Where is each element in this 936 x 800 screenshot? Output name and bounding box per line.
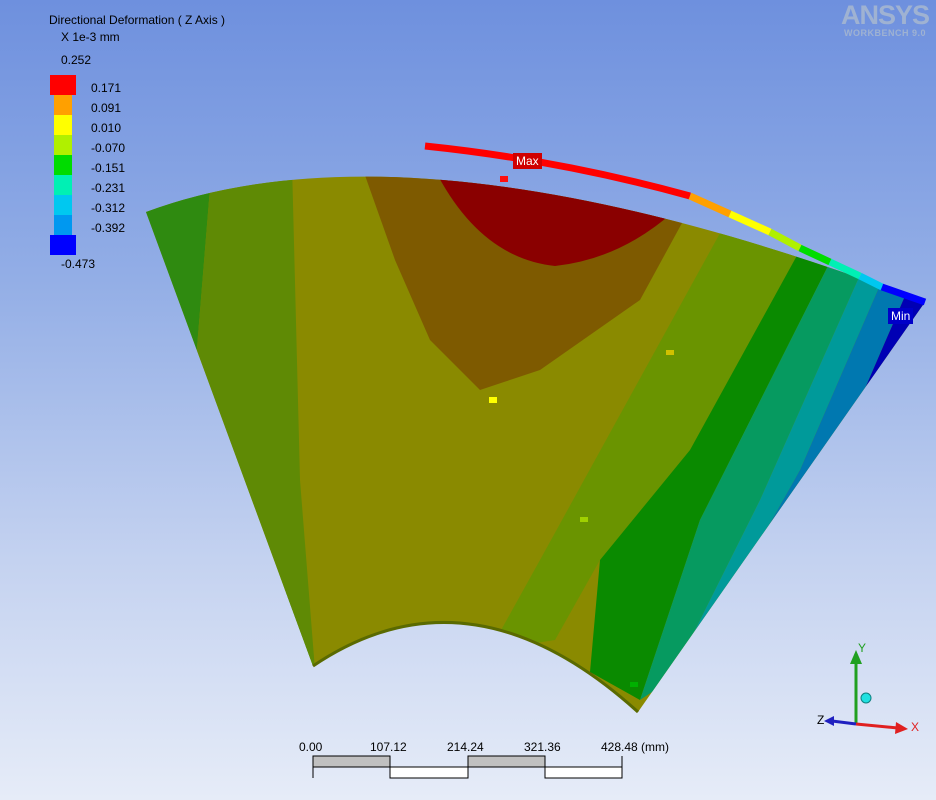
top-edge-aqua — [828, 258, 862, 280]
top-edge-lime — [768, 228, 802, 252]
legend-color-bar[interactable] — [50, 75, 76, 255]
probe-markers — [489, 176, 674, 687]
legend-label: -0.070 — [91, 141, 126, 155]
probe-marker — [500, 176, 508, 182]
legend-color-swatch — [54, 215, 72, 235]
legend-label: 0.010 — [91, 121, 122, 135]
contour-band-teal — [640, 262, 860, 700]
scale-tick-label: 321.36 — [524, 740, 561, 754]
x-axis-line — [855, 722, 899, 730]
top-edge-orange — [688, 192, 732, 218]
triad-origin-icon — [860, 692, 872, 704]
probe-marker — [489, 397, 497, 403]
legend-color-swatch — [54, 175, 72, 195]
y-axis-arrow-icon — [850, 650, 862, 664]
scale-tick-label: 214.24 — [447, 740, 484, 754]
contour-band-cyan — [670, 275, 880, 680]
legend-color-swatch — [54, 135, 72, 155]
legend-max-value: 0.252 — [61, 53, 92, 67]
deformed-sector-body[interactable] — [140, 142, 930, 715]
legend-label: 0.171 — [91, 81, 122, 95]
scale-tick-label: 428.48 (mm) — [601, 740, 670, 754]
top-edge-yellow — [728, 210, 772, 236]
legend-color-swatch — [54, 115, 72, 135]
probe-marker — [630, 682, 638, 687]
triad-x-label: X — [911, 720, 920, 734]
legend-min-value: -0.473 — [61, 257, 96, 271]
legend-color-swatch — [54, 95, 72, 115]
triad-z-label: Z — [817, 713, 825, 727]
probe-marker — [580, 517, 588, 522]
top-edge-blue — [880, 283, 927, 306]
top-edge-red — [424, 142, 691, 200]
bottom-edge — [312, 620, 640, 714]
top-edge-cyan — [858, 272, 884, 291]
contour-band-olive-left — [196, 176, 315, 680]
logo-sub-text: WORKBENCH 9.0 — [843, 28, 926, 38]
legend-color-swatch — [54, 155, 72, 175]
max-probe-label[interactable]: Max — [513, 153, 542, 169]
contour-band-green — [590, 250, 830, 700]
ansys-logo: ANSYS WORKBENCH 9.0 — [839, 2, 931, 38]
logo-main-text: ANSYS — [840, 0, 930, 30]
legend-color-swatch — [50, 75, 76, 95]
contour-band-yellow-green — [490, 215, 800, 650]
scale-tick-label: 0.00 — [299, 740, 323, 754]
legend-label: -0.392 — [91, 221, 126, 235]
legend-color-swatch — [54, 195, 72, 215]
top-edge-green — [798, 244, 832, 266]
legend-color-swatch — [50, 235, 76, 255]
axis-triad[interactable] — [812, 640, 932, 740]
min-probe-label[interactable]: Min — [888, 308, 914, 324]
legend-label: -0.151 — [91, 161, 126, 175]
z-axis-line — [831, 719, 857, 726]
legend-units: X 1e-3 mm — [61, 30, 120, 44]
scale-tick-label: 107.12 — [370, 740, 407, 754]
triad-y-label: Y — [858, 641, 867, 655]
scale-bar — [312, 755, 623, 779]
legend-title: Directional Deformation ( Z Axis ) — [49, 13, 226, 27]
legend-label: -0.312 — [91, 201, 126, 215]
probe-marker — [666, 350, 674, 355]
z-axis-arrow-icon — [824, 716, 834, 726]
x-axis-arrow-icon — [895, 722, 908, 734]
legend-label: -0.231 — [91, 181, 126, 195]
legend-label: 0.091 — [91, 101, 122, 115]
